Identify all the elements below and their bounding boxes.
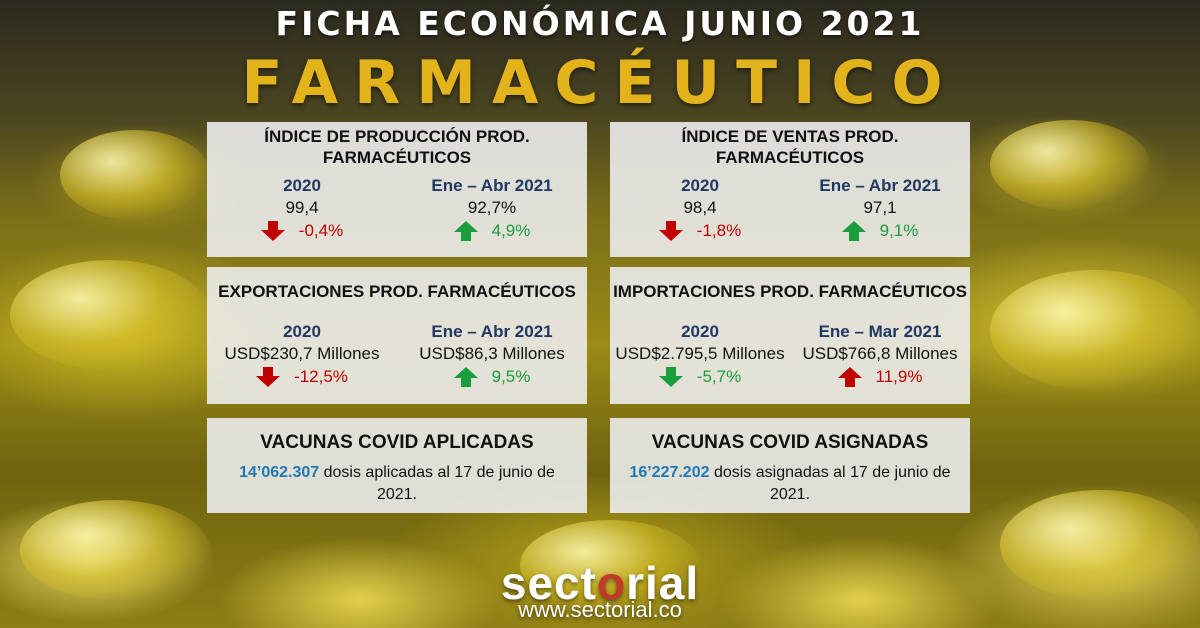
- vaccine-count: 14’062.307: [239, 464, 320, 481]
- metric-value: USD$230,7 Millones: [224, 344, 380, 363]
- page-title: FICHA ECONÓMICA JUNIO 2021: [275, 4, 925, 43]
- metric-change: -0,4%: [207, 219, 397, 243]
- period-label: Ene – Mar 2021: [818, 322, 942, 341]
- capsule-highlight: [520, 520, 700, 610]
- period-label: 2020: [283, 176, 321, 195]
- card-title: ÍNDICE DE VENTAS PROD. FARMACÉUTICOS: [610, 122, 970, 168]
- change-value: 9,1%: [879, 221, 919, 240]
- metric-value: USD$766,8 Millones: [802, 344, 958, 363]
- logo-accent: o: [596, 557, 627, 609]
- metric-change: -12,5%: [207, 365, 397, 389]
- website-url[interactable]: www.sectorial.co: [518, 597, 682, 622]
- metric-change: 11,9%: [790, 365, 970, 389]
- card-title: VACUNAS COVID APLICADAS: [260, 432, 534, 453]
- metric-value: USD$2.795,5 Millones: [615, 344, 785, 363]
- change-value: -5,7%: [696, 367, 742, 386]
- metric-2021: Ene – Mar 2021 USD$766,8 Millones 11,9%: [790, 321, 970, 389]
- change-value: -12,5%: [294, 367, 348, 386]
- change-value: -1,8%: [696, 221, 742, 240]
- metric-change: 9,1%: [790, 219, 970, 243]
- vaccine-count: 16’227.202: [629, 464, 710, 481]
- metric-value: 98,4: [683, 198, 717, 217]
- capsule-highlight: [1000, 490, 1200, 600]
- metric-change: 9,5%: [397, 365, 587, 389]
- metric-2021: Ene – Abr 2021 97,1 9,1%: [790, 175, 970, 243]
- change-value: 4,9%: [491, 221, 531, 240]
- card-importaciones: IMPORTACIONES PROD. FARMACÉUTICOS 2020 U…: [610, 267, 970, 404]
- card-title: EXPORTACIONES PROD. FARMACÉUTICOS: [218, 282, 576, 301]
- metric-2020: 2020 98,4 -1,8%: [610, 175, 790, 243]
- capsule-highlight: [990, 270, 1200, 390]
- metric-2021: Ene – Abr 2021 92,7% 4,9%: [397, 175, 587, 243]
- capsule-highlight: [990, 120, 1150, 210]
- arrow-down-icon: [658, 367, 683, 387]
- logo-text: rial: [626, 557, 700, 609]
- vaccine-text: dosis asignadas al 17 de junio de 2021.: [709, 464, 951, 503]
- card-indice-ventas: ÍNDICE DE VENTAS PROD. FARMACÉUTICOS 202…: [610, 122, 970, 257]
- arrow-up-icon: [453, 367, 478, 387]
- change-value: 9,5%: [491, 367, 531, 386]
- change-value: 11,9%: [875, 367, 923, 386]
- metric-2021: Ene – Abr 2021 USD$86,3 Millones 9,5%: [397, 321, 587, 389]
- metric-change: -5,7%: [610, 365, 790, 389]
- metric-2020: 2020 USD$2.795,5 Millones -5,7%: [610, 321, 790, 389]
- vaccine-text: dosis aplicadas al 17 de junio de 2021.: [319, 464, 555, 503]
- period-label: Ene – Abr 2021: [431, 176, 553, 195]
- card-vacunas-aplicadas: VACUNAS COVID APLICADAS 14’062.307 dosis…: [207, 418, 587, 513]
- metric-change: -1,8%: [610, 219, 790, 243]
- arrow-down-icon: [260, 221, 285, 241]
- capsule-highlight: [20, 500, 210, 600]
- period-label: Ene – Abr 2021: [431, 322, 553, 341]
- card-title: VACUNAS COVID ASIGNADAS: [651, 432, 929, 453]
- arrow-down-icon: [256, 367, 281, 387]
- metric-value: 92,7%: [467, 198, 517, 217]
- card-exportaciones: EXPORTACIONES PROD. FARMACÉUTICOS 2020 U…: [207, 267, 587, 404]
- arrow-up-icon: [453, 221, 478, 241]
- period-label: Ene – Abr 2021: [819, 176, 941, 195]
- period-label: 2020: [681, 322, 719, 341]
- capsule-highlight: [10, 260, 210, 370]
- period-label: 2020: [283, 322, 321, 341]
- arrow-down-icon: [658, 221, 683, 241]
- metric-2020: 2020 USD$230,7 Millones -12,5%: [207, 321, 397, 389]
- logo-text: sect: [500, 557, 597, 609]
- card-indice-produccion: ÍNDICE DE PRODUCCIÓN PROD. FARMACÉUTICOS…: [207, 122, 587, 257]
- metric-2020: 2020 99,4 -0,4%: [207, 175, 397, 243]
- card-title-line: ÍNDICE DE VENTAS PROD.: [681, 127, 899, 146]
- metric-value: USD$86,3 Millones: [419, 344, 565, 363]
- vaccine-description: 16’227.202 dosis asignadas al 17 de juni…: [610, 462, 970, 506]
- card-vacunas-asignadas: VACUNAS COVID ASIGNADAS 16’227.202 dosis…: [610, 418, 970, 513]
- vaccine-description: 14’062.307 dosis aplicadas al 17 de juni…: [207, 462, 587, 506]
- page-subtitle: FARMACÉUTICO: [241, 48, 959, 118]
- metric-change: 4,9%: [397, 219, 587, 243]
- card-title: ÍNDICE DE PRODUCCIÓN PROD. FARMACÉUTICOS: [207, 122, 587, 168]
- card-title-line: FARMACÉUTICOS: [715, 148, 865, 167]
- capsule-highlight: [60, 130, 210, 220]
- metric-value: 99,4: [285, 198, 319, 217]
- change-value: -0,4%: [298, 221, 344, 240]
- card-title-line: ÍNDICE DE PRODUCCIÓN PROD.: [264, 127, 530, 146]
- card-title-line: FARMACÉUTICOS: [322, 148, 472, 167]
- arrow-up-icon: [837, 367, 862, 387]
- sectorial-logo: sectorial: [0, 556, 1200, 610]
- arrow-up-icon: [841, 221, 866, 241]
- metric-value: 97,1: [863, 198, 897, 217]
- card-title: IMPORTACIONES PROD. FARMACÉUTICOS: [613, 282, 967, 301]
- period-label: 2020: [681, 176, 719, 195]
